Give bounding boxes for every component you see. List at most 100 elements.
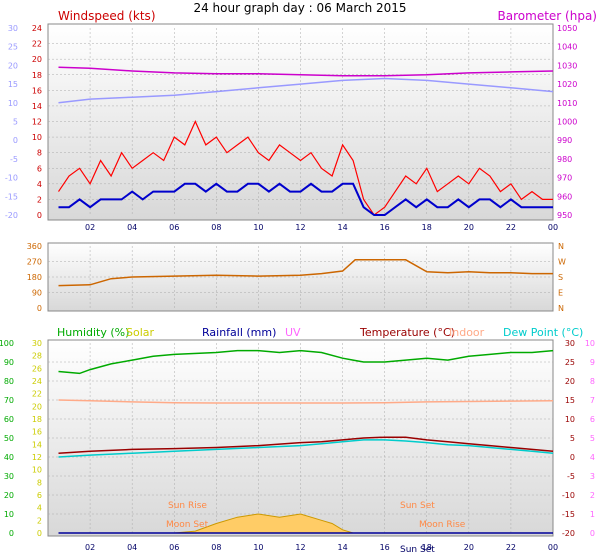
- windspeed-tick-label: 4: [37, 180, 42, 189]
- humidity-tick-label: 70: [4, 396, 14, 405]
- moon-set-label: Moon Set: [166, 520, 209, 530]
- humidity-tick-label: 50: [4, 434, 14, 443]
- solar-tick-label: 8: [37, 478, 42, 487]
- temperature-tick-label: -20: [562, 529, 575, 538]
- direction-tick-label: 270: [27, 258, 42, 267]
- legend-uv: UV: [285, 326, 301, 339]
- x-tick-label: 18: [422, 543, 432, 552]
- wind-direction-line: [58, 259, 553, 287]
- barometer-legend: Barometer (hpa): [498, 9, 597, 23]
- x-tick-label: 10: [253, 223, 263, 232]
- x-tick-label: 08: [211, 543, 221, 552]
- legend-temperature: Temperature (°C): [359, 326, 455, 339]
- uv-tick-label: 9: [590, 358, 595, 367]
- humidity-tick-label: 40: [4, 453, 14, 462]
- solar-tick-label: 22: [32, 390, 42, 399]
- temperature-line: [58, 436, 554, 454]
- windspeed-tick-label: 2: [37, 195, 42, 204]
- outer-tick-label: 5: [13, 118, 18, 127]
- windspeed-tick-label: 0: [37, 211, 42, 220]
- solar-tick-label: 26: [32, 364, 42, 373]
- windspeed-tick-label: 24: [32, 24, 42, 33]
- legend-humidity: Humidity (%): [57, 326, 129, 339]
- solar-tick-label: 30: [32, 339, 42, 348]
- x-tick-label: 06: [169, 543, 179, 552]
- panel-wind-baro: Windspeed (kts) Barometer (hpa) 02 04 06 08…: [5, 9, 597, 232]
- barometer-tick-label: 1020: [557, 80, 577, 89]
- barometer-line: [58, 66, 554, 77]
- temperature-tick-label: -15: [562, 510, 575, 519]
- windspeed-tick-label: 12: [32, 118, 42, 127]
- moon-rise-label: Moon Rise: [419, 520, 466, 530]
- solar-tick-label: 18: [32, 415, 42, 424]
- x-tick-label: 14: [337, 543, 347, 552]
- barometer-tick-label: 1030: [557, 61, 577, 70]
- barometer-tick-label: 1000: [557, 118, 577, 127]
- sun-set-label: Sun Set: [400, 501, 435, 511]
- uv-tick-label: 7: [590, 396, 595, 405]
- x-tick-label: 00: [548, 223, 558, 232]
- humidity-tick-label: 30: [4, 472, 14, 481]
- barometer-tick-label: 960: [557, 192, 572, 201]
- temperature-tick-label: 20: [565, 377, 575, 386]
- humidity-tick-label: 10: [4, 510, 14, 519]
- compass-letter: N: [558, 242, 564, 251]
- legend-dewpoint: Dew Point (°C): [503, 326, 583, 339]
- uv-tick-label: 0: [590, 529, 595, 538]
- windspeed-tick-label: 10: [32, 133, 42, 142]
- solar-tick-label: 14: [32, 440, 42, 449]
- humidity-tick-label: 0: [9, 529, 14, 538]
- barometer-tick-label: 980: [557, 155, 572, 164]
- legend-rainfall: Rainfall (mm): [202, 326, 276, 339]
- x-tick-label: 08: [211, 223, 221, 232]
- x-tick-label: 00: [548, 543, 558, 552]
- uv-tick-label: 2: [590, 491, 595, 500]
- solar-tick-label: 4: [37, 504, 42, 513]
- sun-set-axis-label: Sun Set: [400, 545, 435, 555]
- windspeed-tick-label: 20: [32, 55, 42, 64]
- barometer-tick-label: 950: [557, 211, 572, 220]
- x-tick-label: 06: [169, 223, 179, 232]
- temperature-tick-label: 25: [565, 358, 575, 367]
- temperature-tick-label: 10: [565, 415, 575, 424]
- x-tick-label: 12: [295, 543, 305, 552]
- direction-tick-label: 360: [27, 242, 42, 251]
- barometer-tick-label: 1010: [557, 99, 577, 108]
- windspeed-legend: Windspeed (kts): [58, 9, 156, 23]
- chart-title: 24 hour graph day : 06 March 2015: [193, 1, 406, 15]
- sun-rise-label: Sun Rise: [168, 501, 207, 511]
- x-tick-label: 16: [380, 223, 390, 232]
- solar-tick-label: 2: [37, 516, 42, 525]
- temperature-tick-label: -5: [567, 472, 575, 481]
- barometer-tick-label: 1050: [557, 24, 577, 33]
- uv-tick-label: 4: [590, 453, 595, 462]
- x-tick-label: 02: [85, 543, 95, 552]
- legend-solar: Solar: [126, 326, 155, 339]
- outer-tick-label: 25: [8, 43, 18, 52]
- compass-letter: E: [558, 289, 563, 298]
- x-tick-label: 04: [127, 223, 137, 232]
- uv-tick-label: 5: [590, 434, 595, 443]
- direction-tick-label: 0: [37, 304, 42, 313]
- uv-tick-label: 8: [590, 377, 595, 386]
- windspeed-tick-label: 8: [37, 149, 42, 158]
- compass-letter: S: [558, 273, 563, 282]
- uv-tick-label: 10: [585, 339, 595, 348]
- x-tick-label: 20: [464, 223, 474, 232]
- humidity-tick-label: 60: [4, 415, 14, 424]
- solar-tick-label: 0: [37, 529, 42, 538]
- barometer-tick-label: 990: [557, 136, 572, 145]
- windspeed-line: [58, 120, 553, 216]
- outer-axis-line: [58, 77, 554, 104]
- windspeed-tick-label: 22: [32, 40, 42, 49]
- legend-indoor: Indoor: [449, 326, 485, 339]
- outer-tick-label: 30: [8, 24, 18, 33]
- outer-tick-label: 10: [8, 99, 18, 108]
- temperature-tick-label: 15: [565, 396, 575, 405]
- x-tick-label: 10: [253, 543, 263, 552]
- x-tick-label: 20: [464, 543, 474, 552]
- solar-tick-label: 12: [32, 453, 42, 462]
- humidity-tick-label: 20: [4, 491, 14, 500]
